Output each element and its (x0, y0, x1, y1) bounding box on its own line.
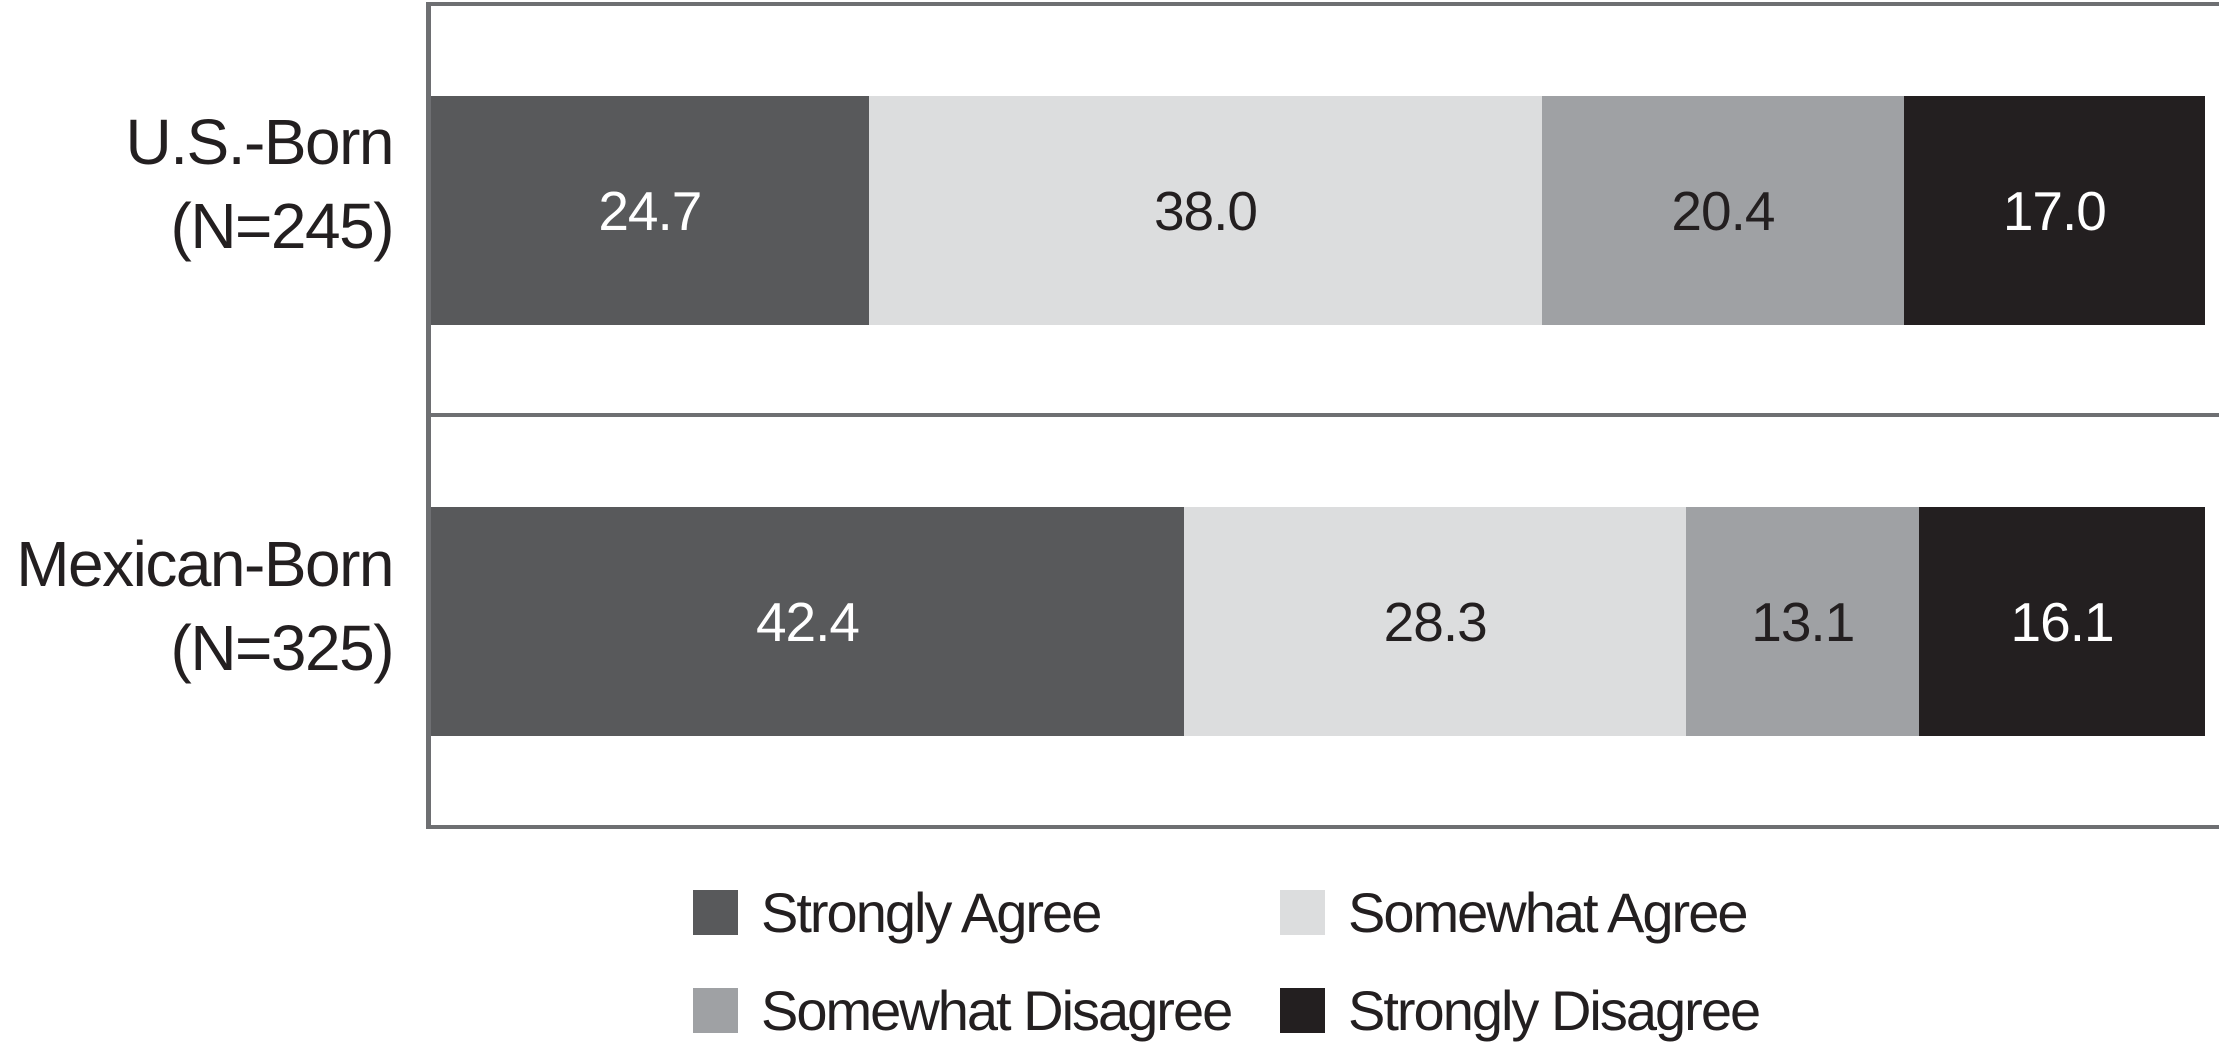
legend-item-strongly-agree: Strongly Agree (693, 881, 1102, 944)
bar-segment-value: 16.1 (2010, 590, 2115, 653)
plot-border-bottom (426, 825, 2219, 829)
legend-item-somewhat-agree: Somewhat Agree (1280, 881, 1748, 944)
bar-segment-value: 20.4 (1671, 179, 1775, 242)
legend-label: Strongly Disagree (1348, 978, 1761, 1042)
bar-segment-value: 38.0 (1153, 179, 1258, 242)
bar-segment-strongly-agree: 24.7 (431, 96, 869, 325)
row-label-mexican-born: Mexican-Born (N=325) (0, 522, 395, 690)
bar-segment-somewhat-agree: 28.3 (1183, 507, 1687, 736)
bar-mexican-born: 42.4 28.3 13.1 16.1 (431, 507, 2205, 736)
row-label-line2: (N=325) (170, 612, 395, 684)
bar-segment-strongly-disagree: 16.1 (1919, 507, 2205, 736)
row-label-line2: (N=245) (170, 190, 395, 262)
bar-segment-somewhat-agree: 38.0 (868, 96, 1543, 325)
legend-swatch-somewhat-disagree (693, 987, 738, 1033)
plot-row-divider (426, 413, 2219, 417)
bar-us-born: 24.7 38.0 20.4 17.0 (431, 96, 2205, 325)
legend-swatch-somewhat-agree (1280, 889, 1325, 935)
bar-segment-value: 42.4 (755, 590, 860, 653)
legend-swatch-strongly-disagree (1280, 987, 1325, 1033)
legend-item-somewhat-disagree: Somewhat Disagree (693, 979, 1233, 1042)
row-label-us-born: U.S.-Born (N=245) (0, 100, 395, 268)
legend-label: Strongly Agree (761, 880, 1102, 944)
bar-segment-somewhat-disagree: 13.1 (1686, 507, 1920, 736)
plot-border-top (426, 2, 2219, 6)
bar-segment-value: 24.7 (598, 179, 702, 242)
row-label-line1: U.S.-Born (125, 106, 395, 178)
legend-label: Somewhat Agree (1348, 880, 1748, 944)
legend-label: Somewhat Disagree (761, 978, 1233, 1042)
bar-segment-somewhat-disagree: 20.4 (1542, 96, 1904, 325)
bar-segment-value: 17.0 (2002, 179, 2107, 242)
row-label-line1: Mexican-Born (16, 528, 394, 600)
bar-segment-strongly-disagree: 17.0 (1903, 96, 2205, 325)
bar-segment-value: 13.1 (1751, 590, 1855, 653)
legend-swatch-strongly-agree (693, 889, 738, 935)
bar-segment-strongly-agree: 42.4 (431, 507, 1184, 736)
bar-segment-value: 28.3 (1383, 590, 1488, 653)
legend-item-strongly-disagree: Strongly Disagree (1280, 979, 1761, 1042)
